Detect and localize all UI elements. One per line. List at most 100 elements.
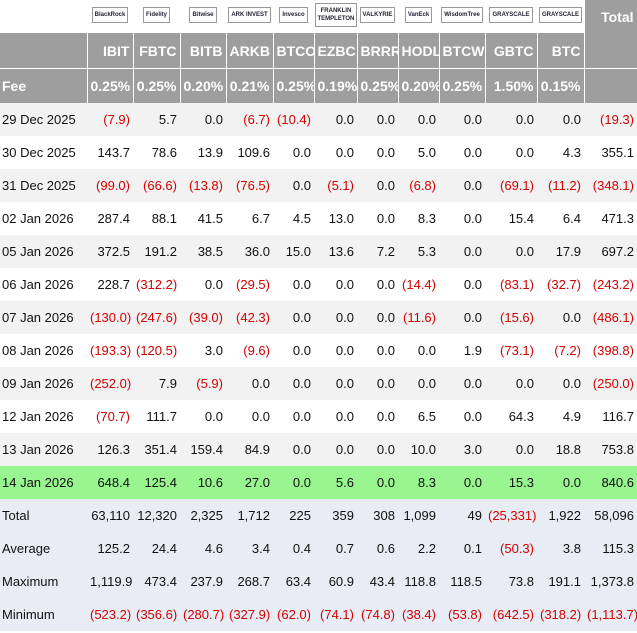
flow-value: 359: [314, 499, 357, 532]
flow-value: (252.0): [87, 367, 133, 400]
flow-value: 0.0: [204, 409, 223, 424]
flow-value: (10.4): [273, 103, 314, 136]
flow-value: 125.2: [87, 532, 133, 565]
fee-row: Fee 0.25% 0.25% 0.20% 0.21% 0.25% 0.19% 0.25% 0.…: [0, 68, 637, 103]
logo-row: BlackRock Fidelity Bitwise ARK INVEST Invesc…: [0, 0, 637, 33]
flow-value: 355.1: [601, 145, 634, 160]
flow-value: 0.0: [335, 409, 354, 424]
day-row: 07 Jan 2026 (130.0) (247.6) (39.0) (42.3) 0.0…: [0, 301, 637, 334]
flow-value: 1,099: [398, 499, 439, 532]
flow-value: 753.8: [584, 433, 637, 466]
row-label: Average: [0, 532, 87, 565]
day-row: 08 Jan 2026 (193.3) (120.5) 3.0 (9.6) 0.0 0.0 0…: [0, 334, 637, 367]
row-label: Minimum: [0, 598, 87, 631]
ticker: BITB: [180, 33, 227, 69]
flow-value: 0.0: [314, 301, 357, 334]
issuer-logo: Invesco: [279, 7, 308, 23]
flow-value: 159.4: [180, 433, 226, 466]
flow-value: (243.2): [592, 277, 634, 292]
issuer-logo: Bitwise: [189, 7, 217, 23]
flow-value: (73.1): [500, 343, 534, 358]
flow-value: 268.7: [226, 565, 273, 598]
flow-value: 0.0: [463, 211, 482, 226]
flow-value: 1,922: [537, 499, 584, 532]
ticker: ARKB: [226, 33, 274, 69]
flow-value: 4.5: [292, 211, 311, 226]
flow-value: 0.0: [335, 277, 354, 292]
ticker: HODL: [398, 33, 440, 69]
ticker: BTCO: [273, 33, 315, 69]
flow-value: 36.0: [226, 235, 273, 268]
fee: 0.20%: [398, 68, 440, 103]
flow-value: 111.7: [146, 409, 177, 424]
fee: 0.25%: [273, 68, 315, 103]
flow-value: 1,712: [226, 499, 273, 532]
flow-value: 0.0: [273, 433, 314, 466]
flow-value: 27.0: [226, 466, 273, 499]
flow-value: (523.2): [87, 598, 133, 631]
flow-value: 1,373.8: [584, 565, 637, 598]
flow-value: 5.6: [314, 466, 357, 499]
flow-value: (25,331): [485, 499, 537, 532]
flow-value: 0.0: [417, 343, 436, 358]
flow-value: (42.3): [226, 301, 273, 334]
flow-value: (1,113.7): [584, 598, 637, 631]
flow-value: (7.2): [554, 343, 581, 358]
blank-cell: [584, 33, 637, 69]
flow-value: 0.7: [314, 532, 357, 565]
flow-value: 0.0: [485, 235, 537, 268]
flow-value: 24.4: [133, 532, 180, 565]
fee: 0.21%: [226, 68, 274, 103]
flow-value: 1.9: [463, 343, 482, 358]
flow-value: 0.0: [292, 409, 311, 424]
day-row: 05 Jan 2026 372.5 191.2 38.5 36.0 15.0 13.6 7.2…: [0, 235, 637, 268]
flow-value: 0.0: [292, 343, 311, 358]
flow-value: 0.0: [335, 343, 354, 358]
flow-value: 0.0: [226, 367, 273, 400]
fee: 0.25%: [133, 68, 181, 103]
daily-rows: 29 Dec 2025 (7.9) 5.7 0.0 (6.7) (10.4) 0.0 0.0 0…: [0, 103, 637, 499]
flow-value: 0.0: [314, 367, 357, 400]
flow-value: 471.3: [601, 211, 634, 226]
fee: 0.20%: [180, 68, 227, 103]
logo-cell: VanEck: [398, 0, 440, 33]
ticker-row: IBIT FBTC BITB ARKB BTCO EZBC BRRR HODL BTCW GBTC…: [0, 33, 637, 69]
row-label: 07 Jan 2026: [0, 301, 87, 334]
flow-value: 2.2: [398, 532, 439, 565]
flow-value: 3.4: [226, 532, 273, 565]
ticker: FBTC: [133, 33, 181, 69]
fee: 1.50%: [485, 68, 538, 103]
day-row: 02 Jan 2026 287.4 88.1 41.5 6.7 4.5 13.0 0.0 8.3…: [0, 202, 637, 235]
flow-value: 1,119.9: [87, 565, 133, 598]
flow-value: 0.6: [357, 532, 398, 565]
flow-value: 0.0: [357, 433, 398, 466]
flow-value: 0.0: [537, 367, 584, 400]
flow-value: (11.2): [537, 169, 584, 202]
flow-value: 126.3: [87, 433, 133, 466]
flow-value: 0.0: [376, 277, 395, 292]
logo-cell: Fidelity: [133, 0, 181, 33]
flow-value: 473.4: [133, 565, 180, 598]
flow-value: 2,325: [180, 499, 226, 532]
flow-value: (130.0): [87, 301, 133, 334]
logo-cell: ARK INVEST: [226, 0, 274, 33]
flow-value: (312.2): [136, 277, 178, 292]
row-label: 12 Jan 2026: [2, 409, 74, 424]
flow-value: 0.0: [376, 211, 395, 226]
flow-value: 308: [357, 499, 398, 532]
flow-value: (398.8): [592, 343, 634, 358]
flow-value: 0.0: [273, 367, 314, 400]
flow-value: 63,110: [87, 499, 133, 532]
flow-value: 15.0: [273, 235, 314, 268]
flow-value: 0.0: [251, 409, 270, 424]
flow-value: (76.5): [226, 169, 273, 202]
flow-value: 0.0: [204, 277, 223, 292]
flow-value: 17.9: [537, 235, 584, 268]
issuer-logo: Fidelity: [142, 7, 170, 23]
flow-value: 6.5: [417, 409, 436, 424]
flow-value: 13.9: [197, 145, 223, 160]
flow-value: 225: [273, 499, 314, 532]
fee: 0.25%: [357, 68, 399, 103]
flow-value: 60.9: [314, 565, 357, 598]
